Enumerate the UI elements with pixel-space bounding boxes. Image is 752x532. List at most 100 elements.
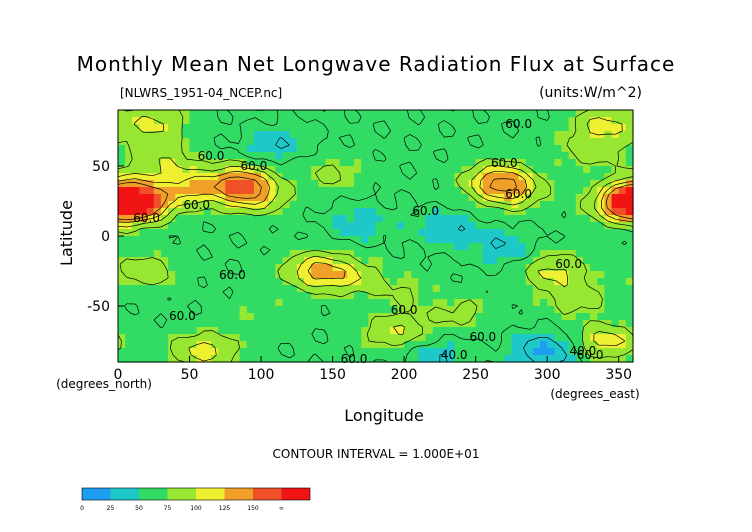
heatmap-cell bbox=[339, 222, 348, 230]
heatmap-cell bbox=[447, 327, 455, 335]
heatmap-cell bbox=[239, 313, 248, 321]
heatmap-cell bbox=[146, 208, 155, 216]
heatmap-cell bbox=[411, 306, 420, 314]
heatmap-cell bbox=[239, 180, 248, 188]
heatmap-cell bbox=[118, 152, 126, 160]
heatmap-cell bbox=[203, 306, 212, 314]
heatmap-cell bbox=[511, 145, 520, 153]
heatmap-cell bbox=[282, 306, 291, 314]
heatmap-cell bbox=[611, 180, 620, 188]
heatmap-cell bbox=[597, 229, 605, 237]
heatmap-cell bbox=[418, 173, 427, 181]
heatmap-cell bbox=[196, 341, 205, 349]
heatmap-cell bbox=[289, 215, 298, 223]
heatmap-cell bbox=[332, 208, 341, 216]
heatmap-cell bbox=[389, 264, 398, 272]
heatmap-cell bbox=[289, 334, 298, 342]
heatmap-cell bbox=[468, 229, 477, 237]
heatmap-cell bbox=[518, 306, 527, 314]
heatmap-cell bbox=[604, 327, 613, 335]
heatmap-cell bbox=[597, 250, 605, 258]
heatmap-cell bbox=[368, 201, 377, 209]
heatmap-cell bbox=[540, 334, 548, 342]
heatmap-cell bbox=[125, 278, 133, 286]
heatmap-cell bbox=[318, 327, 327, 335]
heatmap-cell bbox=[203, 285, 212, 293]
heatmap-cell bbox=[175, 229, 183, 237]
heatmap-cell bbox=[232, 138, 241, 146]
heatmap-cell bbox=[532, 355, 541, 363]
heatmap-cell bbox=[210, 306, 219, 314]
heatmap-cell bbox=[540, 243, 548, 251]
heatmap-cell bbox=[289, 159, 298, 167]
heatmap-cell bbox=[454, 222, 462, 230]
heatmap-cell bbox=[518, 250, 527, 258]
heatmap-cell bbox=[590, 299, 598, 307]
heatmap-cell bbox=[547, 243, 555, 251]
heatmap-cell bbox=[289, 264, 298, 272]
heatmap-cell bbox=[289, 271, 298, 279]
heatmap-cell bbox=[311, 250, 319, 258]
heatmap-cell bbox=[210, 117, 219, 125]
heatmap-cell bbox=[547, 299, 555, 307]
heatmap-cell bbox=[454, 257, 462, 265]
heatmap-cell bbox=[404, 173, 412, 181]
heatmap-cell bbox=[525, 313, 534, 321]
heatmap-cell bbox=[618, 250, 627, 258]
heatmap-cell bbox=[146, 355, 155, 363]
heatmap-cell bbox=[518, 320, 527, 328]
heatmap-cell bbox=[489, 292, 498, 300]
heatmap-cell bbox=[561, 236, 570, 244]
heatmap-cell bbox=[368, 180, 377, 188]
heatmap-cell bbox=[210, 320, 219, 328]
heatmap-cell bbox=[447, 250, 455, 258]
heatmap-cell bbox=[368, 271, 377, 279]
heatmap-cell bbox=[540, 257, 548, 265]
heatmap-cell bbox=[239, 348, 248, 356]
heatmap-cell bbox=[318, 194, 327, 202]
heatmap-cell bbox=[189, 348, 198, 356]
heatmap-cell bbox=[561, 110, 570, 118]
heatmap-cell bbox=[253, 222, 262, 230]
heatmap-cell bbox=[489, 138, 498, 146]
heatmap-cell bbox=[182, 320, 191, 328]
heatmap-cell bbox=[396, 313, 405, 321]
heatmap-cell bbox=[561, 131, 570, 139]
heatmap-cell bbox=[561, 327, 570, 335]
heatmap-cell bbox=[518, 215, 527, 223]
heatmap-cell bbox=[282, 117, 291, 125]
heatmap-cell bbox=[368, 334, 377, 342]
heatmap-cell bbox=[382, 313, 391, 321]
heatmap-cell bbox=[160, 327, 169, 335]
heatmap-cell bbox=[332, 194, 341, 202]
heatmap-cell bbox=[361, 292, 369, 300]
heatmap-cell bbox=[296, 180, 305, 188]
heatmap-cell bbox=[590, 124, 598, 132]
heatmap-cell bbox=[497, 159, 505, 167]
heatmap-cell bbox=[540, 117, 548, 125]
heatmap-cell bbox=[439, 173, 448, 181]
heatmap-cell bbox=[346, 131, 355, 139]
heatmap-cell bbox=[468, 215, 477, 223]
heatmap-cell bbox=[325, 222, 334, 230]
heatmap-cell bbox=[418, 313, 427, 321]
heatmap-cell bbox=[389, 257, 398, 265]
heatmap-cell bbox=[475, 180, 484, 188]
heatmap-cell bbox=[189, 285, 198, 293]
heatmap-cell bbox=[604, 278, 613, 286]
heatmap-cell bbox=[611, 243, 620, 251]
heatmap-cell bbox=[439, 187, 448, 195]
heatmap-cell bbox=[396, 243, 405, 251]
heatmap-cell bbox=[368, 355, 377, 363]
heatmap-cell bbox=[389, 124, 398, 132]
heatmap-cell bbox=[468, 180, 477, 188]
heatmap-cell bbox=[160, 278, 169, 286]
heatmap-cell bbox=[532, 194, 541, 202]
heatmap-cell bbox=[582, 278, 591, 286]
heatmap-cell bbox=[160, 173, 169, 181]
heatmap-cell bbox=[389, 334, 398, 342]
heatmap-cell bbox=[547, 222, 555, 230]
heatmap-cell bbox=[382, 285, 391, 293]
heatmap-cell bbox=[547, 131, 555, 139]
heatmap-cell bbox=[375, 124, 384, 132]
